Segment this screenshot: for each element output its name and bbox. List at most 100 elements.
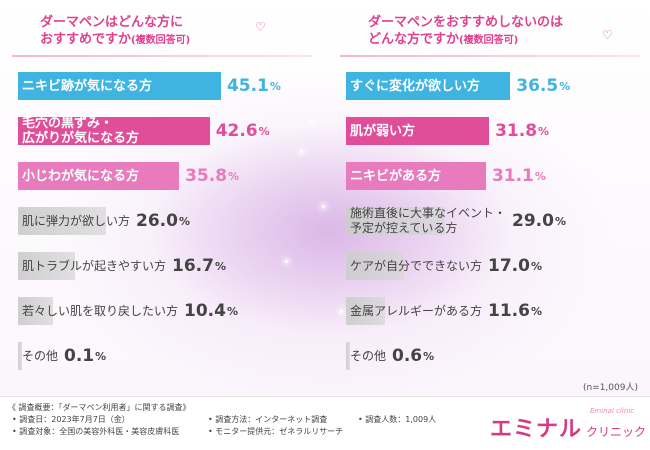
- bar-row: 肌トラブルが起きやすい方 16.7%: [12, 248, 312, 284]
- survey-provider: • モニター提供元：ゼネラルリサーチ: [208, 427, 344, 436]
- bar: [346, 72, 511, 100]
- title-note: (複数回答可): [131, 35, 191, 46]
- category-label: その他: [22, 338, 58, 374]
- data-label-number: 10.4: [184, 301, 226, 321]
- title-underline: [12, 55, 312, 57]
- survey-method: • 調査方法：インターネット調査: [208, 415, 328, 424]
- sample-size-note: (n=1,009人): [582, 383, 638, 393]
- category-label: 若々しい肌を取り戻したい方: [22, 293, 178, 329]
- bar-row: その他 0.6%: [340, 338, 640, 374]
- category-label-line: その他: [22, 348, 59, 363]
- data-label: 31.1%: [492, 158, 546, 194]
- data-label-unit: %: [95, 349, 107, 363]
- bar-row: 小じわが気になる方 35.8%: [12, 158, 312, 194]
- logo-tagline: Eminal clinic: [590, 407, 635, 415]
- category-label-line: ニキビ跡が気になる方: [22, 78, 153, 94]
- data-label-unit: %: [530, 259, 542, 273]
- bar: [346, 342, 350, 370]
- data-label-number: 11.6: [488, 301, 530, 321]
- data-label-unit: %: [538, 124, 550, 138]
- footer-divider: [0, 396, 650, 397]
- bar: [18, 207, 107, 235]
- bar: [18, 162, 180, 190]
- category-label: 毛穴の黒ずみ・ 広がりが気になる方: [22, 113, 139, 149]
- data-label: 10.4%: [184, 293, 238, 329]
- sparkle: [300, 150, 303, 153]
- data-label-unit: %: [214, 259, 226, 273]
- bar: [346, 252, 404, 280]
- data-label-unit: %: [269, 79, 281, 93]
- data-label-number: 36.5: [516, 76, 559, 96]
- category-label: すぐに変化が欲しい方: [350, 68, 480, 104]
- background: [0, 0, 650, 395]
- data-label-unit: %: [228, 169, 240, 183]
- data-label: 29.0%: [512, 203, 566, 239]
- data-label-unit: %: [258, 124, 270, 138]
- category-label-line: ケアが自分でできない方: [350, 258, 483, 273]
- category-label-line: 施術直後に大事なイベント・: [350, 206, 507, 220]
- title-note: (複数回答可): [459, 35, 519, 46]
- bar-row: すぐに変化が欲しい方 36.5%: [340, 68, 640, 104]
- category-label-line: 小じわが気になる方: [22, 168, 140, 184]
- category-label-line: その他: [350, 348, 387, 363]
- data-label: 26.0%: [136, 203, 190, 239]
- bar: [18, 72, 221, 100]
- data-label-unit: %: [178, 214, 190, 228]
- category-label-line: 毛穴の黒ずみ・: [22, 116, 114, 131]
- bar-chart: ニキビ跡が気になる方 45.1% 毛穴の黒ずみ・ 広がりが気になる方 42.6% 小じわが…: [12, 0, 312, 390]
- chart-title: ダーマペンはどんな方に おすすめですか(複数回答可): [40, 14, 310, 49]
- category-label: ニキビ跡が気になる方: [22, 68, 152, 104]
- title-underline: [340, 55, 640, 57]
- bar-row: 施術直後に大事なイベント・ 予定が控えている方 29.0%: [340, 203, 640, 239]
- title-line-1: ダーマペンはどんな方に: [40, 15, 184, 30]
- category-label: ニキビがある方: [350, 158, 441, 194]
- data-label-unit: %: [559, 79, 571, 93]
- survey-target: • 調査対象：全国の美容外科医・美容皮膚科医: [12, 427, 180, 436]
- category-label-line: 金属アレルギーがある方: [350, 303, 483, 318]
- data-label-number: 26.0: [136, 211, 178, 231]
- data-label-unit: %: [226, 304, 238, 318]
- clinic-logo: Eminal clinic エミナル クリニック: [490, 405, 646, 445]
- data-label-number: 35.8: [185, 166, 228, 186]
- heart-icon: ♡: [602, 28, 613, 42]
- category-label-line: 肌トラブルが起きやすい方: [22, 258, 167, 273]
- heart-icon: ♡: [255, 20, 266, 34]
- bar-row: 毛穴の黒ずみ・ 広がりが気になる方 42.6%: [12, 113, 312, 149]
- category-label-line: すぐに変化が欲しい方: [350, 78, 481, 94]
- category-label-line: 肌が弱い方: [350, 123, 416, 139]
- data-label-number: 31.1: [491, 166, 534, 186]
- data-label: 16.7%: [172, 248, 226, 284]
- bar-row: 肌が弱い方 31.8%: [340, 113, 640, 149]
- not-recommended-panel: ダーマペンをおすすめしないのは どんな方ですか(複数回答可) ♡ すぐに変化が欲…: [340, 0, 640, 390]
- data-label: 0.6%: [392, 338, 434, 374]
- category-label-line: 肌に弾力が欲しい方: [22, 213, 131, 228]
- sparkle: [340, 310, 343, 313]
- data-label: 42.6%: [216, 113, 270, 149]
- bar: [18, 342, 22, 370]
- category-label: 肌に弾力が欲しい方: [22, 203, 130, 239]
- bar: [18, 117, 210, 145]
- bar-row: ニキビがある方 31.1%: [340, 158, 640, 194]
- bar: [346, 117, 490, 145]
- survey-header: 《 調査概要：「ダーマペン利用者」に関する調査》: [8, 403, 191, 412]
- bar-row: その他 0.1%: [12, 338, 312, 374]
- category-label: その他: [350, 338, 386, 374]
- survey-count: • 調査人数：1,009人: [358, 415, 437, 424]
- category-label: 施術直後に大事なイベント・ 予定が控えている方: [350, 203, 506, 239]
- data-label-number: 42.6: [215, 121, 258, 141]
- recommended-panel: ダーマペンはどんな方に おすすめですか(複数回答可) ♡ ニキビ跡が気になる方 4…: [12, 0, 312, 390]
- title-line-2: おすすめですか: [40, 32, 132, 47]
- data-label: 17.0%: [488, 248, 542, 284]
- category-label: 肌が弱い方: [350, 113, 415, 149]
- data-label-number: 45.1: [226, 76, 269, 96]
- category-label: 金属アレルギーがある方: [350, 293, 482, 329]
- category-label-line: 予定が控えている方: [350, 221, 458, 235]
- bar-row: 肌に弾力が欲しい方 26.0%: [12, 203, 312, 239]
- data-label: 36.5%: [516, 68, 570, 104]
- bar-row: 若々しい肌を取り戻したい方 10.4%: [12, 293, 312, 329]
- data-label-number: 16.7: [172, 256, 214, 276]
- bar: [346, 162, 486, 190]
- bar-row: ケアが自分でできない方 17.0%: [340, 248, 640, 284]
- data-label-number: 17.0: [488, 256, 530, 276]
- category-label: 小じわが気になる方: [22, 158, 139, 194]
